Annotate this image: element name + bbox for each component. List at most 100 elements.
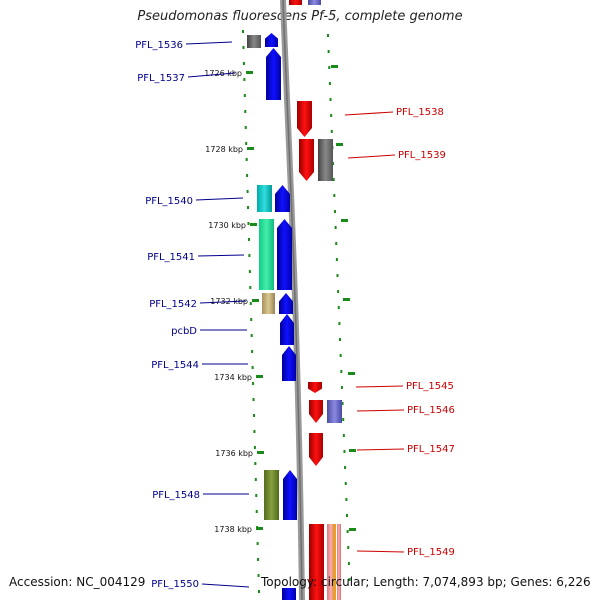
tick-dot-right <box>335 242 338 245</box>
tick-dot-left <box>252 382 255 385</box>
tick-dot-right <box>339 354 342 357</box>
tick-dot-left <box>248 254 251 257</box>
tick-dot-right <box>328 66 331 69</box>
tick-dot-left <box>256 542 259 545</box>
kbp-tick-mark <box>247 147 254 150</box>
backbone-edge <box>282 0 303 600</box>
feature-box-pink-2 <box>337 524 341 600</box>
gene-leader-line <box>356 448 405 451</box>
tick-dot-left <box>245 142 248 145</box>
accession-text: Accession: NC_004129 <box>9 575 146 589</box>
tick-dot-left <box>250 318 253 321</box>
tick-dot-right <box>338 322 341 325</box>
tick-dot-right <box>334 226 337 229</box>
tick-dot-right <box>347 546 350 549</box>
tick-dot-right <box>337 306 340 309</box>
tick-dot-left <box>242 30 244 33</box>
tick-dot-right <box>342 434 345 437</box>
tick-dot-left <box>257 574 260 577</box>
gene-leader-line <box>355 385 404 388</box>
tick-dot-left <box>242 62 245 65</box>
tick-dot-right <box>344 482 347 485</box>
tick-dot-left <box>249 286 252 289</box>
tick-dot-left <box>255 494 258 497</box>
kbp-tick-label: 1736 kbp <box>215 449 253 458</box>
kbp-tick-label: 1730 kbp <box>208 221 246 230</box>
tick-dot-left <box>254 462 257 465</box>
gene-label-pfl-1540: PFL_1540 <box>145 196 193 207</box>
tick-dash-right <box>331 65 338 68</box>
gene-label-pfl-1539: PFL_1539 <box>398 150 446 161</box>
kbp-tick-label: 1738 kbp <box>214 525 252 534</box>
gene-arrow-pfl-1540 <box>275 185 290 212</box>
tick-dot-right <box>333 194 336 197</box>
tick-dot-left <box>250 334 253 337</box>
tick-dot-right <box>336 274 339 277</box>
top-partial-red <box>289 0 302 5</box>
feature-box-gray-2 <box>318 139 333 181</box>
kbp-tick-mark <box>250 223 257 226</box>
tick-dot-left <box>246 190 249 193</box>
tick-dot-right <box>327 34 329 37</box>
tick-dot-right <box>328 82 331 85</box>
tick-dot-left <box>246 174 249 177</box>
tick-dot-left <box>253 446 256 449</box>
gene-leader-line <box>356 550 405 553</box>
kbp-tick-label: 1728 kbp <box>205 145 243 154</box>
feature-box-purple <box>327 400 342 423</box>
kbp-tick-label: 1734 kbp <box>214 373 252 382</box>
tick-dot-right <box>329 98 332 101</box>
gene-label-pfl-1538: PFL_1538 <box>396 107 444 118</box>
gene-leader-line <box>199 300 247 304</box>
feature-box-tan <box>262 293 275 314</box>
tick-dot-right <box>330 130 333 133</box>
gene-arrow-pfl-1548 <box>283 470 297 520</box>
tick-dot-right <box>335 258 338 261</box>
gene-arrow-pfl-1542 <box>279 293 293 314</box>
gene-label-pfl-1548: PFL_1548 <box>152 490 200 501</box>
gene-leader-line <box>356 409 405 412</box>
feature-box-pink <box>327 524 335 600</box>
tick-dot-right <box>337 290 340 293</box>
tick-dot-left <box>244 110 247 113</box>
topology-text: Topology: circular; Length: 7,074,893 bp… <box>261 575 591 589</box>
gene-label-pfl-1547: PFL_1547 <box>407 444 455 455</box>
tick-dot-right <box>342 418 345 421</box>
gene-label-pcbd: pcbD <box>171 326 197 337</box>
tick-dot-right <box>340 370 343 373</box>
gene-label-pfl-1536: PFL_1536 <box>135 40 183 51</box>
kbp-tick-mark <box>246 71 253 74</box>
gene-arrow-pfl-1538 <box>297 101 312 137</box>
tick-dot-right <box>330 114 333 117</box>
gene-leader-line <box>201 583 250 588</box>
tick-dot-left <box>251 366 254 369</box>
tick-dot-left <box>247 238 250 241</box>
gene-arrow-pcbd <box>280 314 294 345</box>
tick-dot-right <box>340 386 343 389</box>
tick-dot-left <box>244 126 247 129</box>
tick-dot-left <box>247 206 250 209</box>
tick-dot-left <box>243 94 246 97</box>
tick-dot-left <box>252 398 255 401</box>
tick-dot-right <box>348 578 351 581</box>
tick-dot-right <box>327 50 330 53</box>
tick-dot-left <box>255 510 258 513</box>
tick-dot-right <box>341 402 344 405</box>
gene-arrow-pfl-1546 <box>309 400 323 423</box>
gene-label-pfl-1545: PFL_1545 <box>406 381 454 392</box>
tick-dash-right <box>341 219 348 222</box>
tick-dot-left <box>251 350 254 353</box>
gene-arrow-pfl-1547 <box>309 433 323 466</box>
tick-dot-left <box>253 430 256 433</box>
kbp-tick-mark <box>257 451 264 454</box>
gene-label-pfl-1550: PFL_1550 <box>151 579 199 590</box>
tick-dot-left <box>249 302 252 305</box>
tick-dot-left <box>257 558 260 561</box>
tick-dot-left <box>243 78 246 81</box>
tick-dot-right <box>344 466 347 469</box>
tick-dot-right <box>339 338 342 341</box>
gene-leader-line <box>187 72 236 78</box>
gene-leader-line <box>185 41 233 45</box>
top-partial-purple <box>308 0 321 5</box>
gene-label-pfl-1546: PFL_1546 <box>407 405 455 416</box>
